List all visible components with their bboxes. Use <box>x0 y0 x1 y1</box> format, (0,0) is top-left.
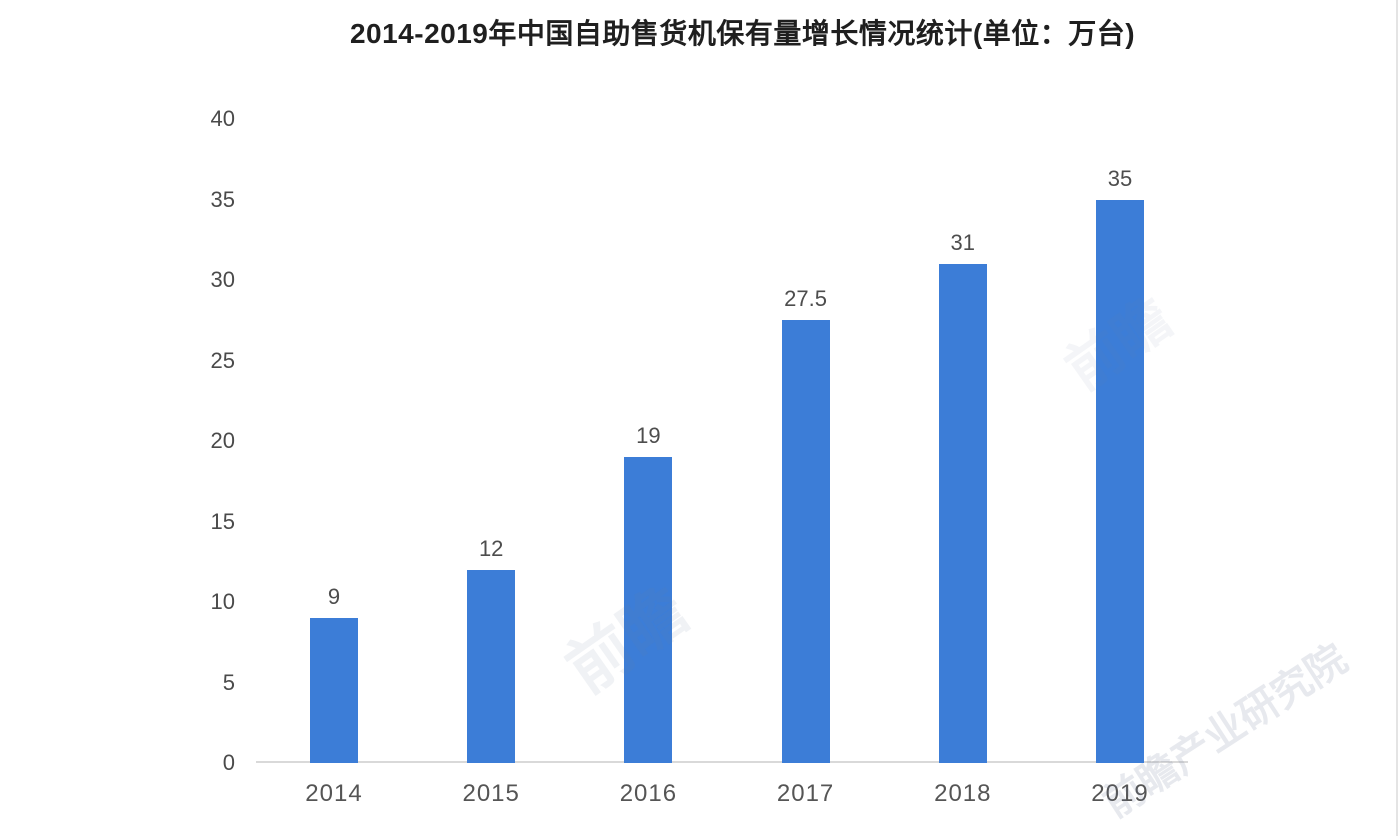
value-label-2014: 9 <box>327 584 341 610</box>
value-label-2019: 35 <box>1107 165 1133 191</box>
y-tick-label: 5 <box>222 669 235 695</box>
x-tick-label-2019: 2019 <box>1091 780 1149 807</box>
y-tick-label: 15 <box>210 508 235 534</box>
x-tick-label-2017: 2017 <box>776 780 835 807</box>
bar-2017 <box>781 320 830 763</box>
x-tick-label-2014: 2014 <box>305 780 363 807</box>
y-tick-label: 20 <box>210 428 235 453</box>
y-tick-label: 25 <box>210 347 235 373</box>
bar-2016 <box>624 457 673 763</box>
bar-2019 <box>1096 199 1144 763</box>
screenshot-right-edge-line <box>1396 0 1398 836</box>
x-tick-label-2016: 2016 <box>619 780 678 807</box>
y-tick-label: 35 <box>210 186 235 212</box>
y-tick-label: 40 <box>210 106 235 131</box>
y-tick-label: 10 <box>210 589 235 614</box>
y-tick-label: 0 <box>222 750 235 775</box>
chart-title: 2014-2019年中国自助售货机保有量增长情况统计(单位：万台) <box>349 18 1136 49</box>
bar-2014 <box>310 618 358 763</box>
value-label-2015: 12 <box>478 535 504 561</box>
bar-2015 <box>467 569 516 763</box>
x-axis-line <box>256 761 1188 763</box>
value-label-2018: 31 <box>950 229 976 255</box>
x-tick-label-2015: 2015 <box>462 780 520 807</box>
y-tick-label: 30 <box>210 267 235 292</box>
value-label-2016: 19 <box>636 423 661 449</box>
bar-2018 <box>938 263 987 763</box>
x-tick-label-2018: 2018 <box>934 780 992 807</box>
value-label-2017: 27.5 <box>784 286 827 312</box>
